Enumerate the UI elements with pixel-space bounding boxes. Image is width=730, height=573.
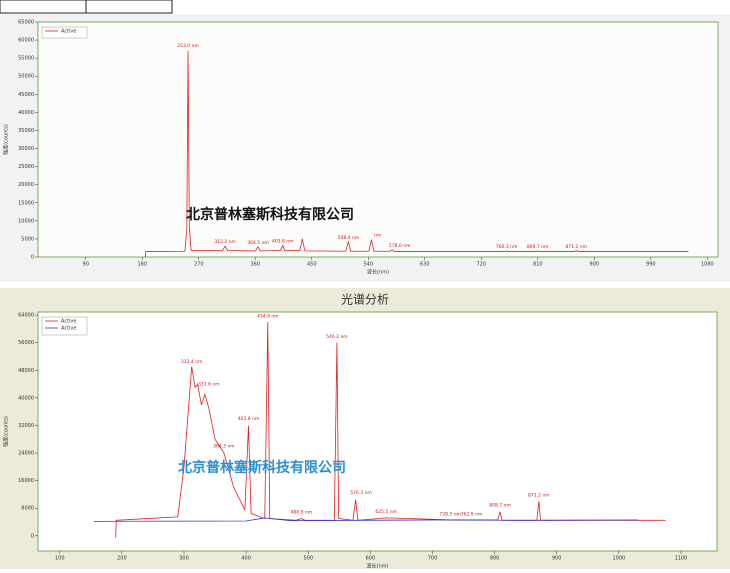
peak-label: 403.8 nm: [238, 416, 260, 422]
x-tick-label: 1100: [675, 556, 688, 562]
y-tick-label: 64000: [18, 313, 34, 319]
x-tick-label: 540: [363, 262, 373, 268]
x-tick-label: 100: [55, 556, 65, 562]
peak-label: 403.8 nm: [272, 238, 294, 244]
peak-label: 576.3 nm: [350, 490, 372, 496]
y-tick-label: 25000: [18, 164, 34, 170]
x-tick-label: 400: [241, 556, 251, 562]
peak-label: 331.6 nm: [198, 381, 220, 387]
peak-label: 808.7 nm: [489, 503, 511, 509]
y-tick-label: 60000: [18, 38, 34, 44]
y-tick-label: 30000: [18, 146, 34, 152]
x-tick-label: 990: [646, 262, 656, 268]
legend: [41, 26, 88, 39]
x-axis-label: 波长(nm): [367, 563, 389, 570]
x-tick-label: 810: [533, 262, 543, 268]
spectrum-line: [144, 50, 689, 258]
chart-title: 光谱分析: [341, 293, 389, 307]
x-tick-label: 630: [420, 262, 430, 268]
x-tick-label: 720: [477, 262, 487, 268]
plot-area: [37, 311, 718, 552]
peak-label: 546.2 nm: [326, 334, 348, 340]
peak-label: 312.2 nm: [214, 239, 236, 245]
plot-area: [37, 21, 719, 258]
y-tick-label: 35000: [18, 128, 34, 134]
legend: [41, 316, 88, 336]
y-tick-label: 8000: [21, 506, 34, 512]
y-tick-label: 40000: [18, 395, 34, 401]
y-tick-label: 55000: [18, 56, 34, 62]
watermark: 北京普林塞斯科技有限公司: [186, 206, 354, 223]
y-tick-label: 5000: [21, 236, 34, 242]
peak-label: 312.4 nm: [181, 359, 203, 365]
peak-label: 728.5 nm: [439, 511, 461, 517]
peak-label: 488.9 nm: [291, 510, 313, 516]
x-tick-label: 200: [117, 556, 127, 562]
x-tick-label: 360: [250, 262, 260, 268]
peak-label: 809.7 nm: [527, 244, 549, 250]
x-tick-label: 1080: [701, 262, 714, 268]
peak-label: 871.2 nm: [528, 492, 550, 498]
legend-label: Active: [61, 319, 76, 325]
peak-label: 578.0 nm: [389, 243, 411, 249]
x-tick-label: 300: [179, 556, 189, 562]
peak-label: 364.3 nm: [213, 443, 235, 449]
y-tick-label: 32000: [18, 423, 34, 429]
y-axis-label: 强度(counts): [3, 416, 10, 447]
x-tick-label: 700: [428, 556, 438, 562]
legend-label: Active: [61, 29, 76, 35]
x-tick-label: 800: [490, 556, 500, 562]
peak-label: 434.9 nm: [257, 313, 279, 319]
x-tick-label: 90: [83, 262, 89, 268]
spectrum-line: [93, 517, 638, 522]
watermark: 北京普林塞斯科技有限公司: [178, 459, 346, 476]
x-tick-label: 500: [303, 556, 313, 562]
y-tick-label: 20000: [18, 182, 34, 188]
peak-label: 762.9 nm: [461, 511, 483, 517]
y-tick-label: 0: [31, 255, 34, 261]
peak-label: 625.5 nm: [375, 509, 397, 515]
peak-label: 508.4 nm: [338, 235, 360, 241]
y-tick-label: 0: [31, 533, 34, 539]
y-tick-label: 16000: [18, 478, 34, 484]
peak-label: 364.5 nm: [247, 240, 269, 246]
y-tick-label: 56000: [18, 340, 34, 346]
peak-label: 253.0 nm: [177, 43, 199, 49]
x-tick-label: 270: [194, 262, 204, 268]
y-tick-label: 15000: [18, 200, 34, 206]
legend-label: Active: [61, 326, 76, 332]
x-tick-label: 450: [307, 262, 317, 268]
x-tick-label: 900: [590, 262, 600, 268]
x-tick-label: 600: [366, 556, 376, 562]
y-tick-label: 65000: [18, 20, 34, 26]
x-tick-label: 180: [137, 262, 147, 268]
x-axis-label: 波长(nm): [367, 269, 389, 276]
peak-label: nm: [374, 233, 381, 238]
y-tick-label: 10000: [18, 218, 34, 224]
y-tick-label: 24000: [18, 451, 34, 457]
peak-label: 871.2 nm: [565, 244, 587, 250]
x-tick-label: 1000: [612, 556, 625, 562]
y-tick-label: 45000: [18, 92, 34, 98]
y-tick-label: 40000: [18, 110, 34, 116]
x-tick-label: 900: [552, 556, 562, 562]
peak-label: 760.3 nm: [496, 244, 518, 250]
y-axis-label: 强度(counts): [3, 124, 10, 155]
y-tick-label: 48000: [18, 368, 34, 374]
y-tick-label: 50000: [18, 74, 34, 80]
